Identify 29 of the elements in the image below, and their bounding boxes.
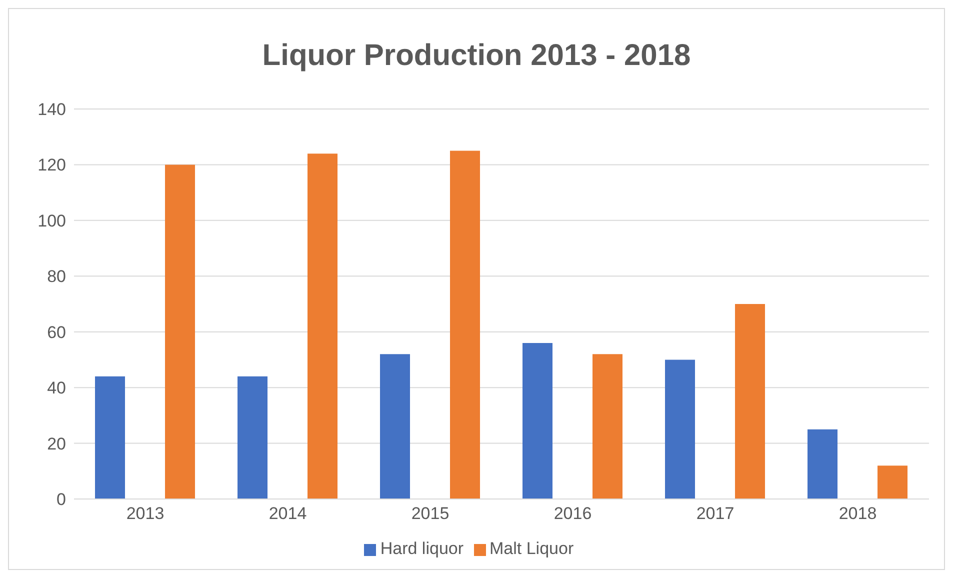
- bar: [380, 354, 410, 499]
- bar: [522, 343, 552, 499]
- y-tick-label: 80: [47, 267, 66, 286]
- bar: [735, 304, 765, 499]
- y-tick-label: 60: [47, 322, 66, 342]
- bar: [808, 429, 838, 499]
- legend-label: Hard liquor: [380, 539, 464, 558]
- bar: [665, 360, 695, 499]
- bar: [95, 376, 125, 499]
- x-tick-label: 2017: [696, 504, 734, 524]
- bar: [592, 354, 622, 499]
- bar: [450, 150, 480, 499]
- x-tick-label: 2018: [838, 504, 877, 524]
- x-tick-label: 2016: [554, 504, 592, 524]
- y-tick-label: 140: [38, 100, 66, 120]
- y-tick-label: 120: [38, 156, 66, 175]
- y-tick-label: 100: [38, 211, 66, 230]
- y-tick-label: 0: [56, 490, 66, 510]
- x-tick-label: 2013: [126, 504, 164, 524]
- y-tick-label: 20: [47, 434, 66, 454]
- bar: [308, 154, 338, 499]
- x-tick-label: 2014: [268, 504, 307, 524]
- bar: [878, 466, 908, 499]
- legend-label: Malt Liquor: [490, 539, 574, 558]
- chart-title: Liquor Production 2013 - 2018: [261, 38, 692, 74]
- bar: [238, 376, 268, 499]
- bar: [165, 164, 195, 499]
- x-tick-label: 2015: [411, 504, 450, 524]
- y-tick-label: 40: [47, 378, 66, 398]
